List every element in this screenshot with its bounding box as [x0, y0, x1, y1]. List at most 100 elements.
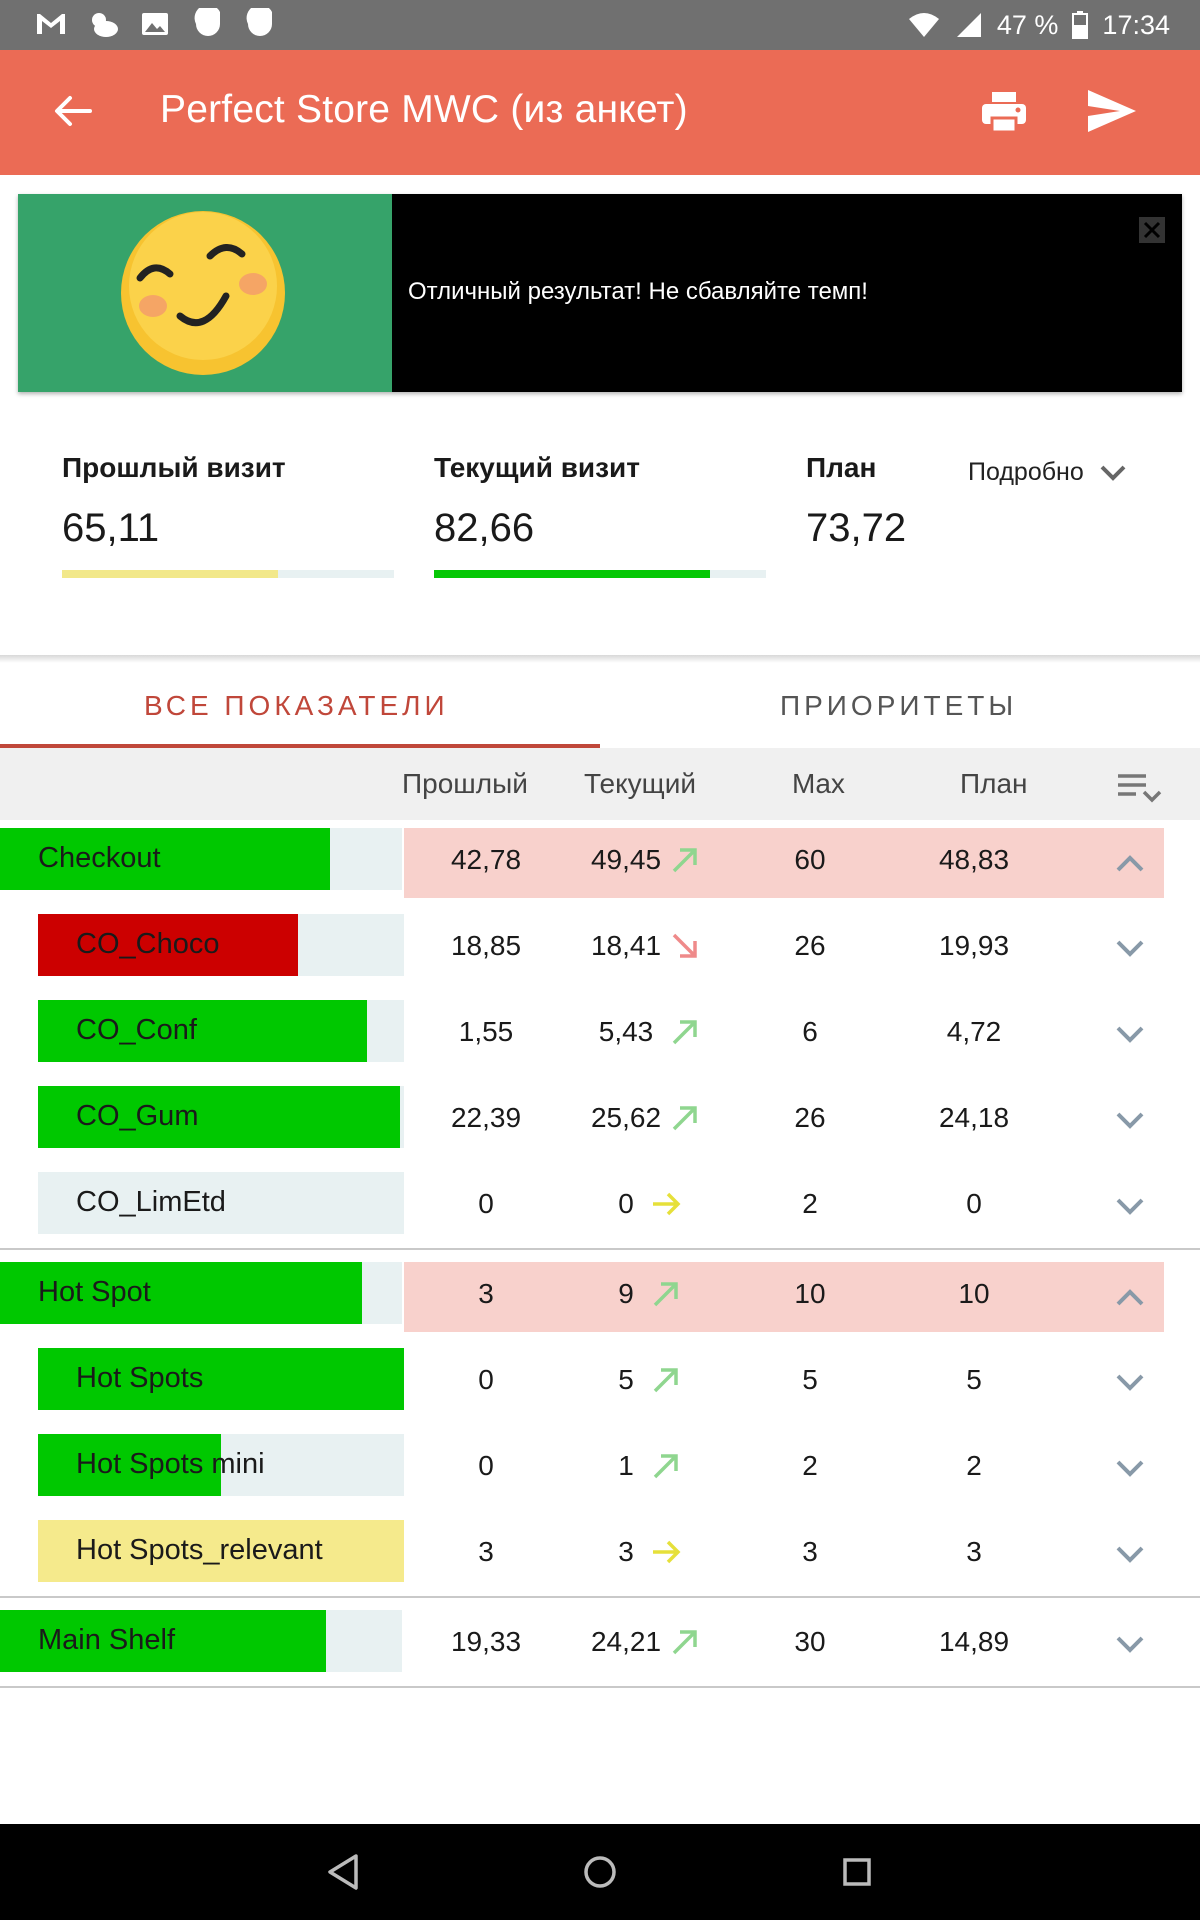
chevron-down-icon[interactable]: [1112, 1540, 1148, 1568]
battery-percent: 47 %: [996, 9, 1059, 40]
nav-home-icon[interactable]: [582, 1852, 618, 1892]
gallery-icon: [142, 13, 168, 35]
indicator-bar: [0, 1610, 402, 1672]
value-previous: 42,78: [450, 844, 522, 875]
value-previous: 1,55: [458, 1016, 514, 1047]
value-current: 49,45: [590, 844, 662, 875]
value-max: 26: [794, 1102, 826, 1133]
value-max: 30: [794, 1626, 826, 1657]
value-max: 2: [802, 1450, 818, 1481]
table-row[interactable]: CO_Gum 22,39 25,62 26 24,18: [0, 1086, 1200, 1154]
banner-image-area: [18, 194, 392, 392]
chevron-down-icon[interactable]: [1112, 934, 1148, 962]
value-current: 5: [618, 1364, 634, 1395]
group-separator: [0, 1248, 1200, 1250]
table-header: Прошлый Текущий Max План: [0, 748, 1200, 820]
value-previous: 18,85: [450, 930, 522, 961]
indicator-name: Hot Spot: [38, 1276, 151, 1308]
trend-up-icon: [653, 1368, 678, 1393]
value-current: 25,62: [590, 1102, 662, 1133]
group-separator: [0, 1686, 1200, 1688]
indicator-name: CO_LimEtd: [76, 1186, 226, 1218]
value-plan: 4,72: [946, 1016, 1002, 1047]
trend-up-icon: [672, 1020, 697, 1045]
table-row[interactable]: CO_LimEtd 0 0 2 0: [0, 1172, 1200, 1240]
table-row[interactable]: CO_Choco 18,85 18,41 26 19,93: [0, 914, 1200, 982]
summary-previous-label: Прошлый визит: [62, 452, 286, 483]
chevron-down-icon[interactable]: [1112, 1454, 1148, 1482]
value-previous: 3: [478, 1278, 494, 1309]
status-bar: 47 % 17:34: [0, 0, 1200, 50]
table-row[interactable]: Hot Spots_relevant 3 3 3 3: [0, 1520, 1200, 1588]
tab-all-indicators[interactable]: ВСЕ ПОКАЗАТЕЛИ: [144, 690, 449, 721]
app-notification-icon: [194, 8, 220, 36]
group-separator: [0, 1596, 1200, 1598]
value-plan: 24,18: [938, 1102, 1010, 1133]
table-row[interactable]: Hot Spot 3 9 10 10: [0, 1262, 1200, 1332]
banner-message: Отличный результат! Не сбавляйте темп!: [408, 278, 868, 305]
indicator-name: Hot Spots_relevant: [76, 1534, 323, 1566]
value-previous: 22,39: [450, 1102, 522, 1133]
nav-recents-icon[interactable]: [840, 1852, 874, 1892]
indicator-name: Hot Spots mini: [76, 1448, 265, 1480]
indicator-name: CO_Gum: [76, 1100, 199, 1132]
value-current: 9: [618, 1278, 634, 1309]
back-arrow-icon[interactable]: [50, 88, 96, 134]
details-toggle[interactable]: Подробно: [968, 458, 1128, 487]
value-current: 18,41: [590, 930, 662, 961]
value-previous: 0: [478, 1364, 494, 1395]
value-max: 26: [794, 930, 826, 961]
smiling-face-icon: [121, 211, 285, 375]
value-plan: 48,83: [938, 844, 1010, 875]
indicator-bar: [38, 914, 404, 976]
sort-icon[interactable]: [1116, 770, 1164, 806]
value-previous: 3: [478, 1536, 494, 1567]
value-current: 3: [618, 1536, 634, 1567]
print-icon[interactable]: [980, 88, 1028, 136]
value-previous: 0: [478, 1188, 494, 1219]
table-row[interactable]: CO_Conf 1,55 5,43 6 4,72: [0, 1000, 1200, 1068]
table-row[interactable]: Hot Spots 0 5 5 5: [0, 1348, 1200, 1416]
value-current: 0: [618, 1188, 634, 1219]
chevron-down-icon[interactable]: [1112, 1368, 1148, 1396]
indicator-bar-fill: [38, 914, 298, 976]
tab-priorities[interactable]: ПРИОРИТЕТЫ: [780, 690, 1018, 721]
indicator-bar: [38, 1000, 404, 1062]
gmail-icon: [37, 14, 65, 34]
chevron-up-icon[interactable]: [1112, 848, 1148, 876]
value-previous: 0: [478, 1450, 494, 1481]
indicator-name: Checkout: [38, 842, 161, 874]
send-icon[interactable]: [1086, 86, 1138, 136]
page-title: Perfect Store MWC (из анкет): [160, 88, 688, 131]
table-row[interactable]: Checkout 42,78 49,45 60 48,83: [0, 828, 1200, 898]
column-header-plan: План: [960, 768, 1028, 799]
indicator-bar-fill: [38, 1086, 401, 1148]
indicator-bar: [0, 1262, 402, 1324]
chevron-up-icon[interactable]: [1112, 1282, 1148, 1310]
summary-plan: План 73,72: [806, 452, 906, 551]
value-plan: 5: [966, 1364, 982, 1395]
summary-current: Текущий визит 82,66: [434, 452, 766, 578]
value-plan: 10: [958, 1278, 990, 1309]
indicator-bar-fill: [38, 1520, 404, 1582]
indicator-bar: [38, 1086, 404, 1148]
indicator-bar-fill: [38, 1434, 221, 1496]
section-divider: [0, 655, 1200, 663]
indicator-bar-fill: [0, 1610, 326, 1672]
table-row[interactable]: Hot Spots mini 0 1 2 2: [0, 1434, 1200, 1502]
nav-back-icon[interactable]: [326, 1852, 360, 1892]
row-highlight: [404, 828, 1164, 898]
column-header-current: Текущий: [584, 768, 696, 799]
row-highlight: [404, 1262, 1164, 1332]
column-header-previous: Прошлый: [402, 768, 528, 799]
table-row[interactable]: Main Shelf 19,33 24,21 30 14,89: [0, 1610, 1200, 1678]
chevron-down-icon[interactable]: [1112, 1192, 1148, 1220]
value-current: 1: [618, 1450, 634, 1481]
trend-flat-icon: [653, 1192, 681, 1216]
chevron-down-icon[interactable]: [1112, 1630, 1148, 1658]
chevron-down-icon[interactable]: [1112, 1106, 1148, 1134]
close-icon[interactable]: [1138, 216, 1166, 244]
value-max: 6: [802, 1016, 818, 1047]
indicator-bar: [0, 828, 402, 890]
chevron-down-icon[interactable]: [1112, 1020, 1148, 1048]
